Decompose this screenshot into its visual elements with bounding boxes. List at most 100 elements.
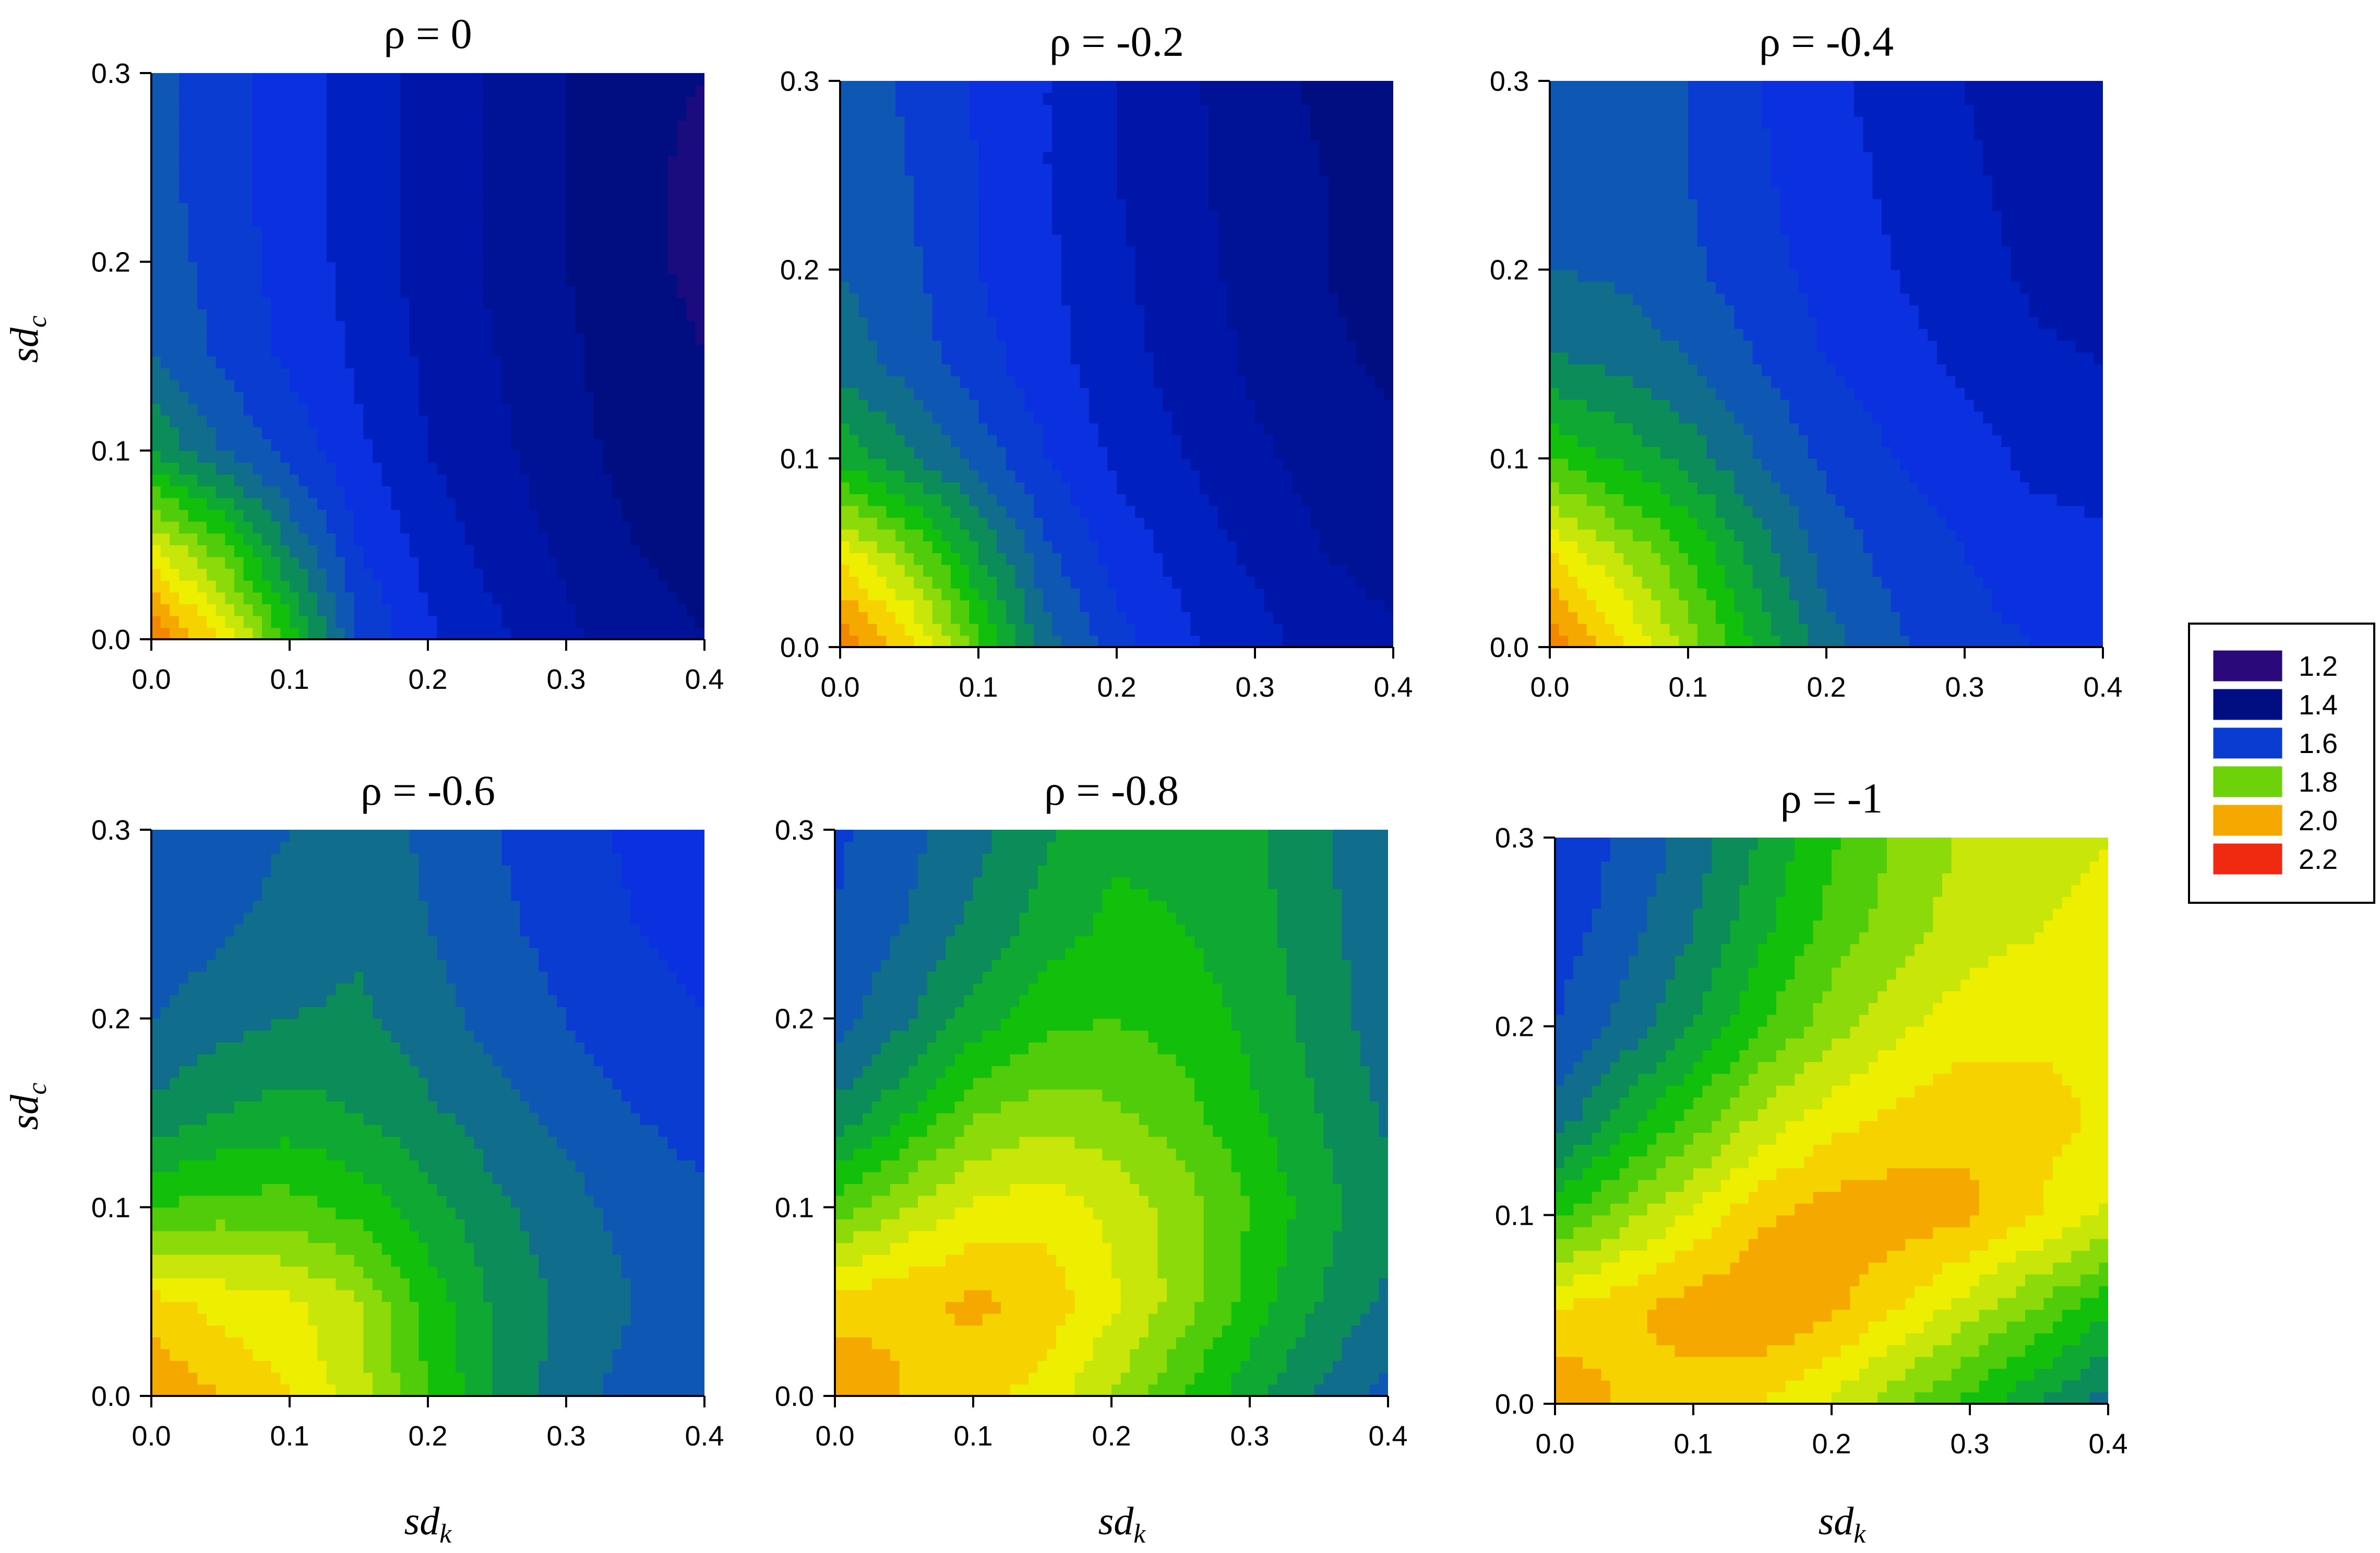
contour-cell bbox=[207, 474, 217, 486]
contour-cell bbox=[170, 309, 180, 321]
contour-cell bbox=[446, 391, 456, 404]
contour-cell bbox=[400, 379, 410, 392]
contour-cell bbox=[640, 521, 650, 534]
contour-cell bbox=[951, 387, 961, 400]
contour-cell bbox=[584, 533, 594, 545]
contour-cell bbox=[225, 604, 235, 616]
contour-cell bbox=[225, 261, 235, 274]
contour-cell bbox=[1310, 411, 1320, 424]
contour-cell bbox=[914, 505, 924, 518]
contour-cell bbox=[868, 446, 878, 459]
contour-cell bbox=[271, 533, 281, 545]
contour-cell bbox=[1384, 482, 1393, 494]
contour-cell bbox=[151, 521, 161, 534]
contour-cell bbox=[584, 250, 594, 262]
contour-cell bbox=[511, 497, 521, 510]
contour-cell bbox=[630, 438, 641, 451]
contour-cell bbox=[630, 344, 641, 357]
contour-cell bbox=[1264, 600, 1274, 612]
contour-cell bbox=[914, 364, 924, 376]
contour-cell bbox=[969, 505, 979, 518]
contour-cell bbox=[197, 226, 207, 239]
contour-cell bbox=[391, 250, 401, 262]
contour-cell bbox=[437, 497, 447, 510]
contour-cell bbox=[464, 533, 475, 545]
contour-cell bbox=[373, 486, 382, 498]
contour-cell bbox=[594, 521, 604, 534]
contour-cell bbox=[584, 332, 594, 345]
contour-cell bbox=[1024, 293, 1034, 306]
contour-cell bbox=[658, 297, 668, 309]
contour-cell bbox=[1329, 328, 1338, 341]
contour-cell bbox=[997, 458, 1007, 471]
contour-cell bbox=[932, 505, 942, 518]
contour-cell bbox=[584, 438, 594, 451]
contour-cell bbox=[197, 191, 207, 204]
contour-cell bbox=[317, 320, 327, 333]
contour-cell bbox=[400, 202, 410, 216]
contour-cell bbox=[904, 376, 915, 388]
contour-cell bbox=[428, 545, 438, 557]
contour-cell bbox=[529, 85, 539, 97]
contour-cell bbox=[308, 580, 318, 593]
contour-cell bbox=[437, 250, 447, 262]
contour-cell bbox=[1098, 600, 1108, 612]
contour-cell bbox=[923, 305, 933, 317]
contour-cell bbox=[594, 545, 604, 557]
contour-cell bbox=[1384, 564, 1393, 577]
contour-cell bbox=[1366, 352, 1376, 365]
contour-cell bbox=[197, 415, 207, 427]
contour-cell bbox=[575, 202, 585, 216]
contour-cell bbox=[1329, 399, 1338, 412]
contour-cell bbox=[511, 73, 521, 86]
contour-cell bbox=[216, 226, 226, 239]
contour-cell bbox=[207, 427, 217, 439]
contour-cell bbox=[151, 533, 161, 545]
contour-cell bbox=[603, 320, 613, 333]
contour-cell bbox=[418, 85, 428, 97]
contour-cell bbox=[658, 486, 668, 498]
contour-cell bbox=[298, 462, 309, 475]
contour-cell bbox=[1246, 352, 1255, 365]
contour-cell bbox=[179, 438, 189, 451]
contour-cell bbox=[1172, 328, 1182, 341]
contour-cell bbox=[603, 97, 613, 109]
contour-cell bbox=[969, 411, 979, 424]
contour-cell bbox=[840, 435, 850, 447]
contour-cell bbox=[511, 356, 521, 368]
contour-cell bbox=[1255, 411, 1265, 424]
contour-cell bbox=[566, 191, 576, 204]
contour-cell bbox=[1374, 376, 1385, 388]
contour-cell bbox=[1347, 423, 1357, 435]
contour-cell bbox=[308, 568, 318, 581]
contour-cell bbox=[1034, 234, 1044, 247]
contour-cell bbox=[253, 108, 262, 121]
contour-cell bbox=[1374, 517, 1385, 530]
contour-cell bbox=[575, 580, 585, 593]
contour-cell bbox=[1080, 458, 1090, 471]
contour-cell bbox=[170, 545, 180, 557]
contour-cell bbox=[649, 415, 659, 427]
contour-cell bbox=[456, 120, 465, 133]
contour-cell bbox=[326, 97, 337, 109]
contour-cell bbox=[474, 309, 484, 321]
contour-cell bbox=[1144, 623, 1154, 636]
contour-cell bbox=[868, 635, 878, 647]
contour-cell bbox=[1374, 258, 1385, 270]
contour-cell bbox=[1098, 435, 1108, 447]
contour-cell bbox=[520, 403, 530, 416]
contour-cell bbox=[336, 226, 345, 239]
contour-cell bbox=[1172, 505, 1182, 518]
contour-cell bbox=[667, 509, 677, 522]
contour-cell bbox=[418, 297, 428, 309]
contour-cell bbox=[1080, 411, 1090, 424]
contour-cell bbox=[234, 144, 244, 157]
contour-cell bbox=[290, 273, 300, 286]
contour-cell bbox=[1384, 340, 1393, 353]
contour-cell bbox=[868, 340, 878, 353]
contour-cell bbox=[895, 623, 905, 636]
contour-cell bbox=[529, 332, 539, 345]
contour-cell bbox=[1384, 470, 1393, 483]
contour-cell bbox=[170, 368, 180, 380]
contour-cell bbox=[1329, 576, 1338, 589]
